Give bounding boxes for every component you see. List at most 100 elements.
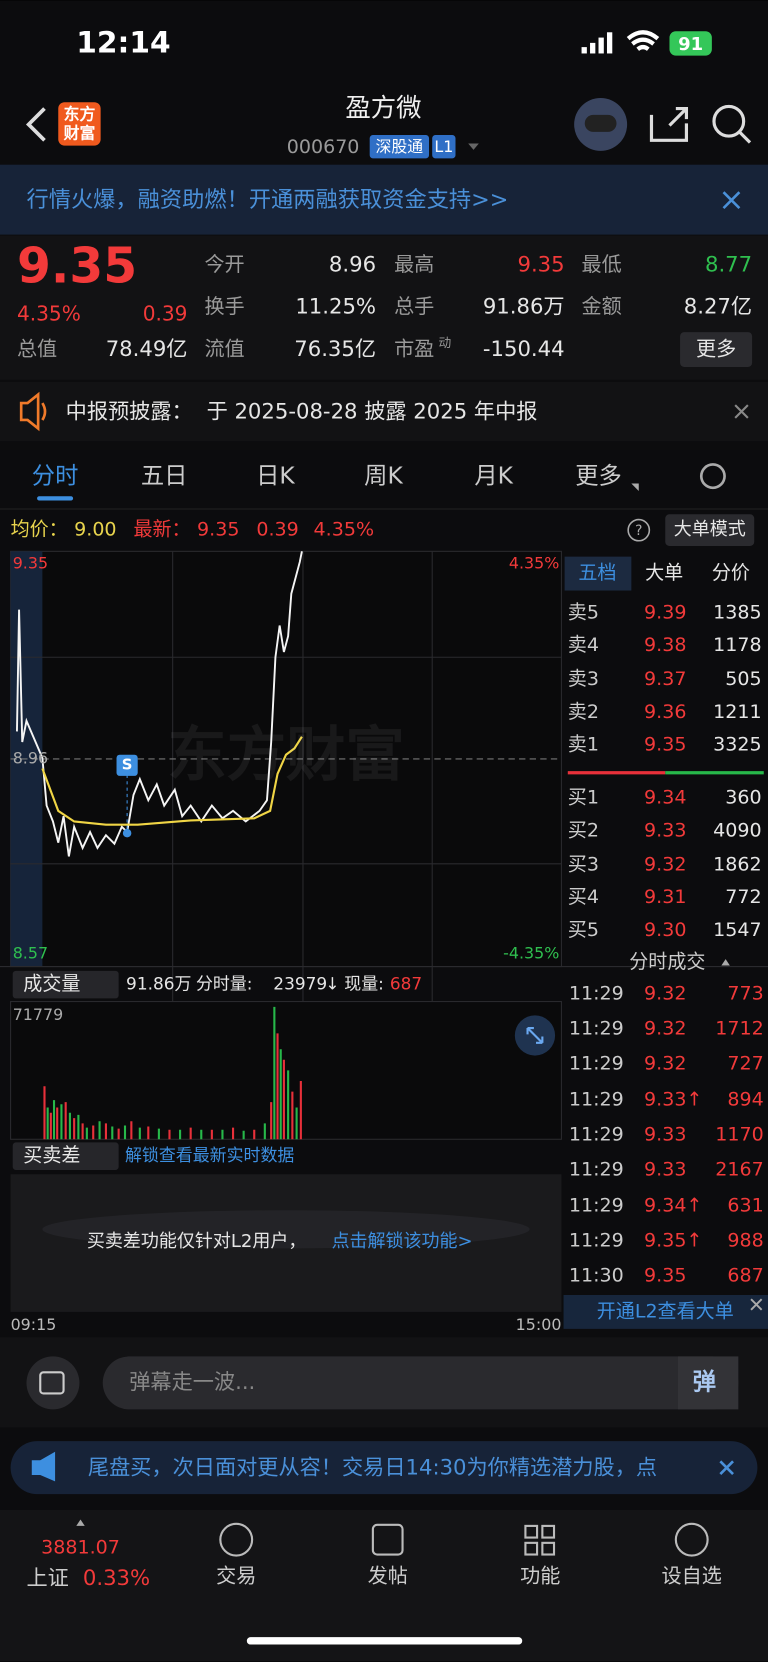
book-tab[interactable]: 五档 [578,562,616,584]
book-volume: 1178 [713,634,761,656]
tab[interactable]: 更多 [575,463,622,490]
tab[interactable]: 周K [364,463,403,490]
ad-text[interactable]: 尾盘买，次日面对更从容！交易日14:30为你精选潜力股，点 [88,1455,657,1480]
comment-button-bg[interactable] [677,1356,739,1410]
nav-icon-trade[interactable] [219,1522,254,1557]
comment-icon[interactable] [26,1356,80,1410]
comment-button[interactable]: 弹 [693,1368,716,1395]
last-label: 最新： [133,519,190,541]
book-level: 买1 [568,787,599,809]
book-price: 9.38 [644,634,686,656]
volume-bars [43,1006,302,1140]
field-value: 78.49亿 [106,336,188,361]
search-icon[interactable] [712,104,746,138]
comment-icon-shape [39,1371,65,1395]
nav-icon-functions[interactable] [524,1524,556,1556]
signal-icon [581,32,613,54]
spread-link[interactable]: 点击解锁该功能> [332,1231,473,1252]
field-value: 9.35 [517,251,564,276]
field-label: 最低 [582,252,622,276]
settings-icon[interactable] [699,463,726,490]
field-value: 8.96 [329,251,376,276]
selector-label[interactable]: 买卖差 [23,1145,80,1167]
speaker-icon [19,391,47,432]
field-value: 11.25% [295,294,376,319]
nav-item[interactable]: 发帖 [368,1563,408,1587]
l2-bar[interactable] [563,1294,768,1329]
book-level: 卖2 [568,701,599,723]
book-level: 买5 [568,919,599,941]
book-price: 9.30 [644,919,686,941]
back-button[interactable] [25,107,46,142]
watermark: 东方财富 [167,720,404,789]
trade-volume: 894 [727,1089,763,1111]
trade-price: 9.33 [644,1124,686,1146]
trade-price: 9.33 [644,1158,686,1180]
field-label: 总值 [17,337,57,361]
spread-selector[interactable] [12,1142,119,1170]
tab[interactable]: 日K [256,463,295,490]
book-tab[interactable]: 大单 [645,562,683,584]
unlock-link[interactable]: 解锁查看最新实时数据 [125,1145,294,1165]
pct-value: 4.35% [314,519,375,541]
index-value: 3881.07 [41,1537,120,1559]
field-value: 8.27亿 [684,294,752,319]
axis-label: 9.35 [13,554,48,573]
mode-button[interactable] [665,514,755,547]
nav-icon-post[interactable] [371,1523,404,1556]
dropdown-icon[interactable] [468,143,479,150]
nav-icon-watch[interactable] [674,1522,709,1557]
trade-volume: 727 [727,1053,763,1075]
logo[interactable] [58,102,101,146]
battery-level: 91 [678,34,703,55]
change-percent: 4.35% [17,302,81,326]
book-price: 9.34 [644,787,686,809]
share-icon[interactable] [649,106,689,142]
mode-label[interactable]: 大单模式 [674,519,746,540]
stock-code: 000670 [287,136,360,158]
ad-bg[interactable] [10,1441,758,1495]
trade-volume: 687 [727,1264,763,1286]
tag-label: 深股通 [376,137,424,156]
tab[interactable]: 五日 [141,463,188,490]
help-text[interactable]: ? [635,523,642,539]
book-tab[interactable]: 分价 [712,562,750,584]
index-pct: 0.33% [83,1565,150,1590]
volume-selector[interactable] [12,970,119,999]
close-icon[interactable] [722,191,741,210]
nav-item[interactable]: 设自选 [662,1563,722,1587]
tab[interactable]: 月K [474,463,513,490]
book-tab-active[interactable] [564,556,632,591]
notice-label: 中报预披露： [66,399,193,424]
avg-value: 9.00 [74,519,116,541]
nav-item[interactable]: 交易 [216,1563,256,1587]
banner-bg[interactable] [0,164,768,235]
book-volume: 4090 [713,820,761,842]
field-label: 市盈 [394,337,434,361]
field-value: 8.77 [705,251,752,276]
comment-placeholder[interactable]: 弹幕走一波... [129,1369,255,1394]
trade-time: 11:29 [569,1053,624,1075]
more-button[interactable] [680,332,753,368]
trade-volume: 1712 [715,1018,763,1040]
field-sup: 动 [439,335,452,350]
help-icon[interactable] [627,518,651,542]
book-level: 买2 [568,820,599,842]
l2-close[interactable] [750,1298,763,1311]
selector-label[interactable]: 成交量 [23,973,80,995]
more-label[interactable]: 更多 [696,337,736,361]
ad-close[interactable] [719,1460,734,1475]
book-volume: 1547 [713,919,761,941]
price-line [15,551,303,857]
volume-value: 687 [390,974,422,994]
l2-link[interactable]: 开通L2查看大单 [597,1300,734,1322]
tab[interactable]: 分时 [32,463,79,490]
field-label: 金额 [582,294,622,318]
level-badge [432,135,456,159]
average-line [41,736,303,826]
banner-text[interactable]: 行情火爆，融资助燃！开通两融获取资金支持>> [26,187,508,213]
notice-close[interactable] [734,404,749,419]
comment-input[interactable] [102,1356,739,1410]
nav-item[interactable]: 功能 [520,1563,560,1587]
